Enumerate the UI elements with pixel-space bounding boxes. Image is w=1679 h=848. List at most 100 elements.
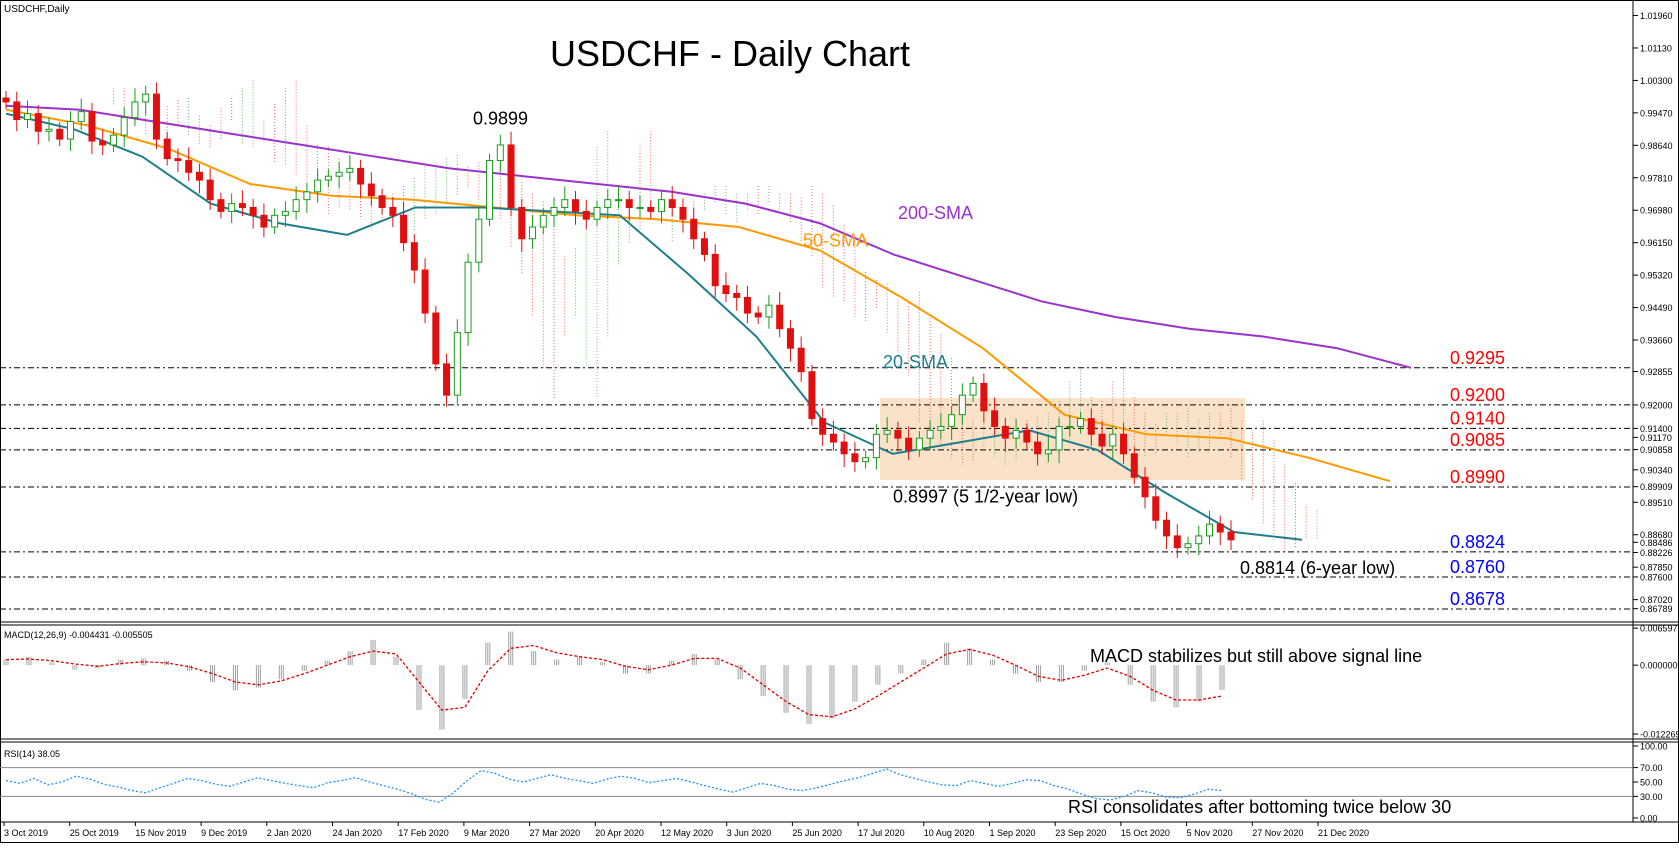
candle-body: [980, 382, 988, 412]
rsi-axis-tick-label: 100.00: [1640, 742, 1668, 752]
candle-body: [872, 433, 880, 459]
candle-body: [851, 453, 859, 463]
candle-body: [733, 292, 741, 298]
candle-body: [679, 206, 687, 220]
price-axis-tick-label: 0.96980: [1640, 206, 1673, 216]
horizontal-levels: 0.9295 0.9200 0.91400.9085 0.8990 0.8824 0.87…: [0, 348, 1633, 610]
time-axis-tick-label: 12 May 2020: [661, 828, 713, 838]
candle-body: [518, 206, 526, 240]
time-axis-tick-label: 15 Oct 2020: [1121, 828, 1170, 838]
candle-body: [238, 203, 246, 208]
candle-body: [700, 238, 708, 255]
candle-body: [561, 199, 569, 208]
candle-body: [1023, 429, 1031, 443]
price-axis-tick-label: 0.89510: [1640, 498, 1673, 508]
candle-body: [228, 203, 236, 212]
candle-body: [217, 199, 225, 212]
price-axis-tick-label: 0.90340: [1640, 465, 1673, 475]
time-axis-tick-label: 5 Nov 2020: [1187, 828, 1233, 838]
candle-body: [410, 242, 418, 271]
candle-body: [1206, 523, 1214, 537]
rsi-axis-tick-label: 0.00: [1640, 814, 1658, 824]
price-axis-tick-label: 0.90858: [1640, 445, 1673, 455]
candle-body: [400, 214, 408, 244]
candle-body: [314, 179, 322, 193]
price-axis-tick-label: 0.92855: [1640, 367, 1673, 377]
price-axis-tick-label: 0.96150: [1640, 238, 1673, 248]
price-axis-tick-label: 0.93660: [1640, 336, 1673, 346]
candle-body: [1163, 519, 1171, 537]
window-title: USDCHF,Daily: [4, 4, 70, 15]
price-axis-tick-label: 1.01130: [1640, 43, 1672, 53]
price-axis: 1.01960 1.01130 1.00300 0.99470 0.98640 0.978…: [1633, 11, 1673, 614]
candle-body: [829, 433, 837, 443]
candle-body: [389, 206, 397, 216]
time-axis-tick-label: 1 Sep 2020: [990, 828, 1036, 838]
price-annotations: 200-SMA 50-SMA 20-SMA 0.9899 0.8997 (5 1/2-y…: [473, 109, 1395, 578]
price-axis-tick-label: 0.87600: [1640, 572, 1673, 582]
candle-body: [958, 394, 966, 416]
candle-body: [1001, 425, 1009, 439]
candle-body: [271, 214, 279, 228]
candle-body: [1184, 543, 1192, 549]
indicator-50-sma-line: [5, 108, 1391, 483]
macd-axis-tick-label: -0.012269: [1640, 730, 1679, 740]
candle-body: [862, 457, 870, 463]
candle-body: [991, 410, 999, 427]
candle-body: [797, 347, 805, 373]
candle-body: [1087, 418, 1095, 435]
candle-body: [572, 199, 580, 212]
candle-body: [260, 214, 268, 228]
time-axis-tick-label: 20 Apr 2020: [595, 828, 644, 838]
candle-body: [66, 120, 74, 140]
macd-title: MACD(12,26,9) -0.004431 -0.005505: [4, 630, 153, 640]
price-axis-tick-label: 0.89909: [1640, 482, 1673, 492]
candle-body: [1227, 531, 1235, 541]
candle-body: [335, 171, 343, 177]
candle-body: [443, 363, 451, 396]
candle-body: [550, 206, 558, 216]
price-axis-tick-label: 0.87850: [1640, 563, 1673, 573]
candle-body: [249, 206, 257, 216]
candle-body: [539, 214, 547, 228]
candle-body: [668, 199, 676, 208]
candle-body: [13, 101, 21, 121]
candle-body: [754, 312, 762, 318]
level-label: 0.8990: [1450, 467, 1505, 487]
candle-body: [432, 312, 440, 365]
time-axis-tick-label: 3 Oct 2019: [4, 828, 48, 838]
candle-body: [604, 199, 612, 208]
level-label: 0.9085: [1450, 430, 1505, 450]
macd-panel: MACD(12,26,9) -0.004431 -0.005505 0.00659…: [3, 624, 1679, 740]
macd-annotation: MACD stabilizes but still above signal l…: [1090, 646, 1422, 666]
candle-body: [174, 158, 182, 162]
candle-body: [722, 285, 730, 294]
candle-body: [1055, 425, 1063, 451]
candle-body: [77, 111, 85, 122]
candle-body: [948, 414, 956, 427]
candle-body: [88, 111, 96, 142]
candle-body: [776, 304, 784, 330]
candle-body: [711, 253, 719, 287]
candle-body: [34, 113, 42, 132]
candle-body: [1120, 433, 1128, 455]
price-axis-tick-label: 0.86789: [1640, 604, 1673, 614]
level-label: 0.9200: [1450, 385, 1505, 405]
candle-body: [1109, 433, 1117, 447]
price-axis-tick-label: 0.87020: [1640, 595, 1673, 605]
time-axis-tick-label: 2 Jan 2020: [267, 828, 312, 838]
rsi-axis-tick-label: 50.00: [1640, 778, 1663, 788]
annotation-label: 0.8814 (6-year low): [1240, 558, 1395, 578]
candle-body: [131, 101, 139, 119]
macd-axis-tick-label: 0.000000: [1640, 661, 1678, 671]
candle-body: [894, 429, 902, 439]
price-axis-tick-label: 0.91170: [1640, 433, 1672, 443]
price-axis-tick-label: 0.88486: [1640, 538, 1673, 548]
candle-body: [56, 128, 64, 140]
candle-body: [657, 199, 665, 212]
price-axis-tick-label: 0.98640: [1640, 141, 1673, 151]
price-axis-tick-label: 0.88226: [1640, 548, 1673, 558]
indicator-200-sma-line: [5, 104, 1412, 369]
